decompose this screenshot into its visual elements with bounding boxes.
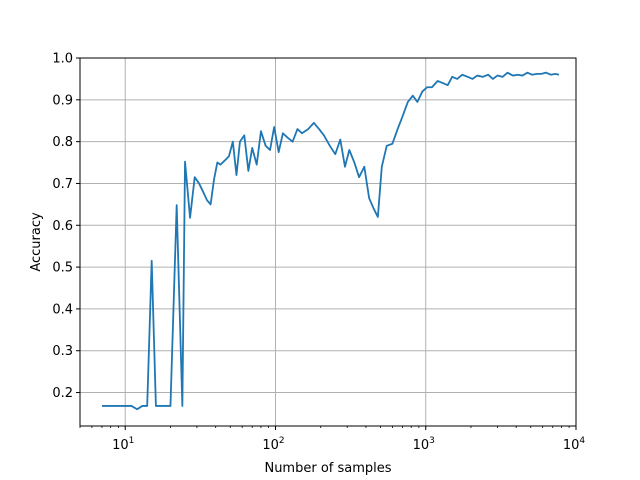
plot-frame (79, 57, 577, 427)
x-tick-label: 101 (112, 436, 134, 453)
y-tick-label: 0.8 (52, 135, 73, 150)
y-axis: 0.2 0.3 0.4 0.5 0.6 0.7 0.8 0.9 1.0 (52, 52, 80, 401)
y-axis-label: Accuracy (29, 212, 44, 272)
x-tick-label: 104 (563, 436, 586, 453)
y-tick-label: 0.9 (52, 93, 73, 108)
y-tick-label: 0.2 (52, 386, 73, 401)
y-tick-label: 0.6 (52, 219, 73, 234)
y-tick-label: 0.5 (52, 261, 73, 276)
x-axis: 101 102 103 104 (79, 426, 586, 453)
y-tick-label: 0.4 (52, 302, 73, 317)
x-tick-label: 102 (262, 436, 284, 453)
x-tick-label: 103 (413, 436, 435, 453)
y-tick-label: 0.3 (52, 344, 73, 359)
series-line (101, 71, 560, 411)
series-layer (101, 71, 560, 411)
y-tick-label: 1.0 (52, 52, 73, 67)
y-tick-label: 0.7 (52, 177, 73, 192)
x-axis-label: Number of samples (264, 461, 391, 476)
